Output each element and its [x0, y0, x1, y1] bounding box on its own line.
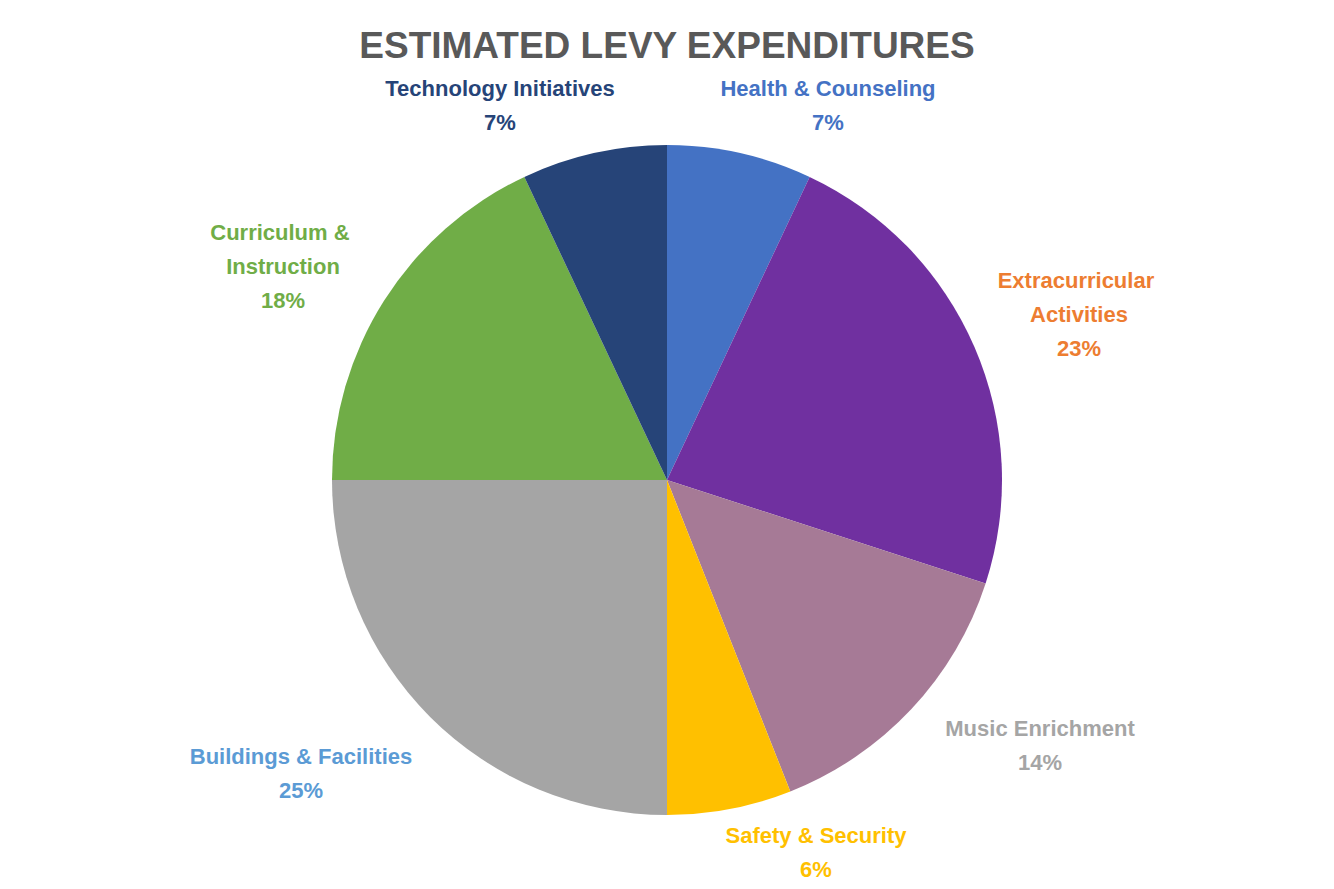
svg-text:Safety & Security: Safety & Security	[726, 823, 908, 848]
svg-text:Curriculum &: Curriculum &	[210, 220, 355, 245]
svg-text:23%: 23%	[1057, 336, 1101, 361]
svg-text:7%: 7%	[484, 110, 516, 135]
svg-text:25%: 25%	[279, 778, 323, 803]
svg-text:Music Enrichment: Music Enrichment	[945, 716, 1135, 741]
svg-text:6%: 6%	[800, 857, 832, 882]
svg-text:ESTIMATED LEVY EXPENDITURES: ESTIMATED LEVY EXPENDITURES	[359, 25, 974, 66]
svg-text:14%: 14%	[1018, 750, 1062, 775]
svg-text:Technology Initiatives: Technology Initiatives	[385, 76, 614, 101]
svg-text:Health & Counseling: Health & Counseling	[720, 76, 935, 101]
svg-text:Activities: Activities	[1030, 302, 1128, 327]
svg-text:Instruction: Instruction	[226, 254, 340, 279]
svg-text:18%: 18%	[261, 288, 305, 313]
svg-text:Buildings & Facilities: Buildings & Facilities	[190, 744, 412, 769]
svg-text:7%: 7%	[812, 110, 844, 135]
svg-text:Extracurricular: Extracurricular	[998, 268, 1161, 293]
